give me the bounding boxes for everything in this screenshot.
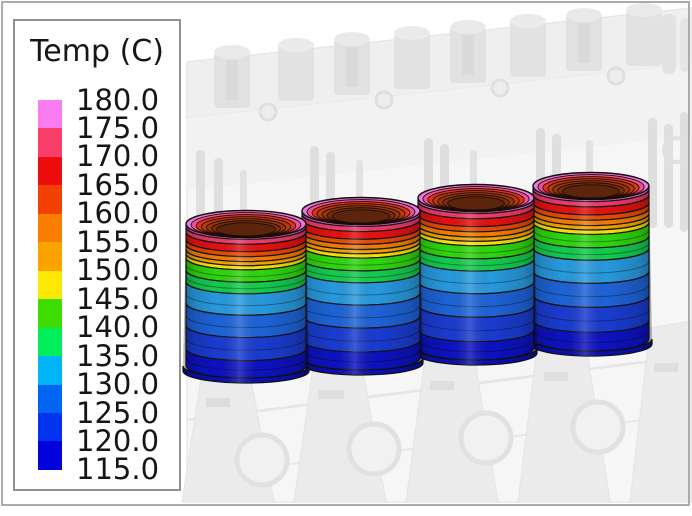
legend-tick-label: 180.0 xyxy=(76,82,160,117)
legend-color-swatch xyxy=(38,327,62,357)
head-towers xyxy=(214,3,662,108)
legend-tick-label: 155.0 xyxy=(76,224,160,259)
legend-color-swatch xyxy=(38,384,62,413)
legend-color-swatch xyxy=(38,213,62,243)
legend-color-swatch xyxy=(38,270,62,300)
cylinder-4[interactable] xyxy=(529,171,653,357)
legend-tick-label: 120.0 xyxy=(76,424,160,459)
legend-tick-label: 135.0 xyxy=(76,338,160,373)
legend-tick-label: 175.0 xyxy=(76,110,160,145)
legend-tick-label: 145.0 xyxy=(76,281,160,316)
legend-tick-label: 170.0 xyxy=(76,139,160,174)
legend-tick-label: 165.0 xyxy=(76,167,160,202)
legend-color-swatch xyxy=(38,100,62,129)
legend-color-swatch xyxy=(38,128,62,157)
legend-colorbar xyxy=(38,100,62,470)
legend-tick-label: 150.0 xyxy=(76,253,160,288)
cylinder-2[interactable] xyxy=(298,196,424,376)
legend-tick-label: 125.0 xyxy=(76,395,160,430)
cylinder-1[interactable] xyxy=(182,209,310,384)
legend-tick-label: 130.0 xyxy=(76,367,160,402)
legend-color-swatch xyxy=(38,356,62,385)
legend-tick-label: 160.0 xyxy=(76,196,160,231)
temperature-legend: Temp (C) 180.0 175.0 170.0 165.0 160.0 155.0 1… xyxy=(13,19,181,491)
legend-color-swatch xyxy=(38,156,62,186)
legend-tick-label: 115.0 xyxy=(76,452,160,487)
legend-color-swatch xyxy=(38,412,62,442)
legend-color-swatch xyxy=(38,242,62,271)
legend-tick-label: 140.0 xyxy=(76,310,160,345)
cylinder-3[interactable] xyxy=(414,183,538,366)
legend-color-swatch xyxy=(38,185,62,214)
legend-tick-labels: 180.0 175.0 170.0 165.0 160.0 155.0 150.0 145.0… xyxy=(76,21,178,489)
legend-title: Temp (C) xyxy=(30,34,164,69)
legend-color-swatch xyxy=(38,441,62,470)
legend-color-swatch xyxy=(38,299,62,328)
